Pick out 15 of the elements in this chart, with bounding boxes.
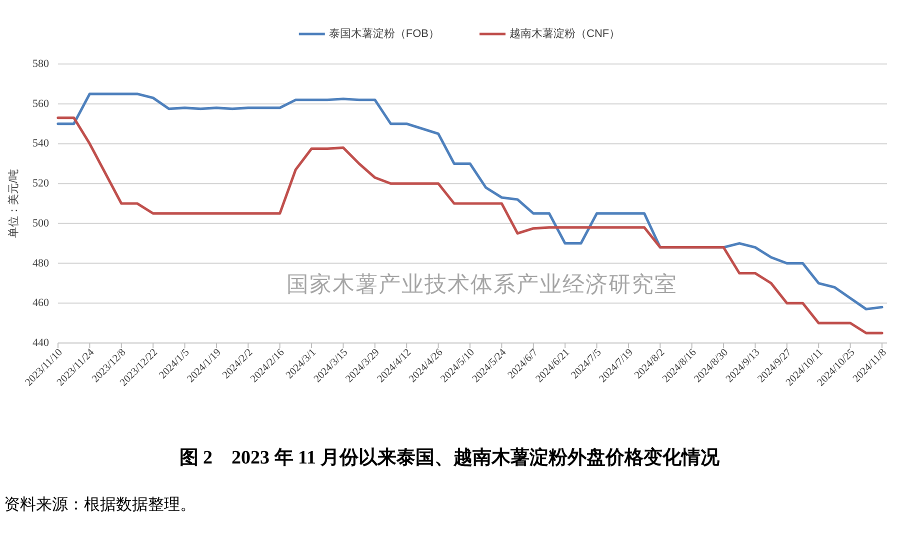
y-tick-label: 580 bbox=[32, 58, 50, 70]
y-tick-label: 440 bbox=[32, 337, 50, 349]
y-tick-label: 520 bbox=[32, 178, 50, 190]
y-axis-title: 单位：美元/吨 bbox=[7, 168, 20, 238]
annotation: 国家木薯产业技术体系产业经济研究室 bbox=[286, 272, 678, 296]
y-tick-label: 540 bbox=[32, 138, 50, 150]
legend-label: 越南木薯淀粉（CNF） bbox=[510, 27, 620, 40]
line-series bbox=[56, 116, 884, 334]
y-tick-label: 460 bbox=[32, 297, 50, 310]
text: 图 2 2023 年 11 月份以来泰国、越南木薯淀粉外盘价格变化情况 bbox=[179, 446, 721, 468]
annotation: 资料来源：根据数据整理。 bbox=[4, 496, 196, 514]
legend-label: 泰国木薯淀粉（FOB） bbox=[328, 27, 440, 40]
y-tick-label: 560 bbox=[32, 98, 50, 110]
y-tick-label: 500 bbox=[32, 217, 50, 230]
y-tick-label: 480 bbox=[32, 257, 50, 270]
